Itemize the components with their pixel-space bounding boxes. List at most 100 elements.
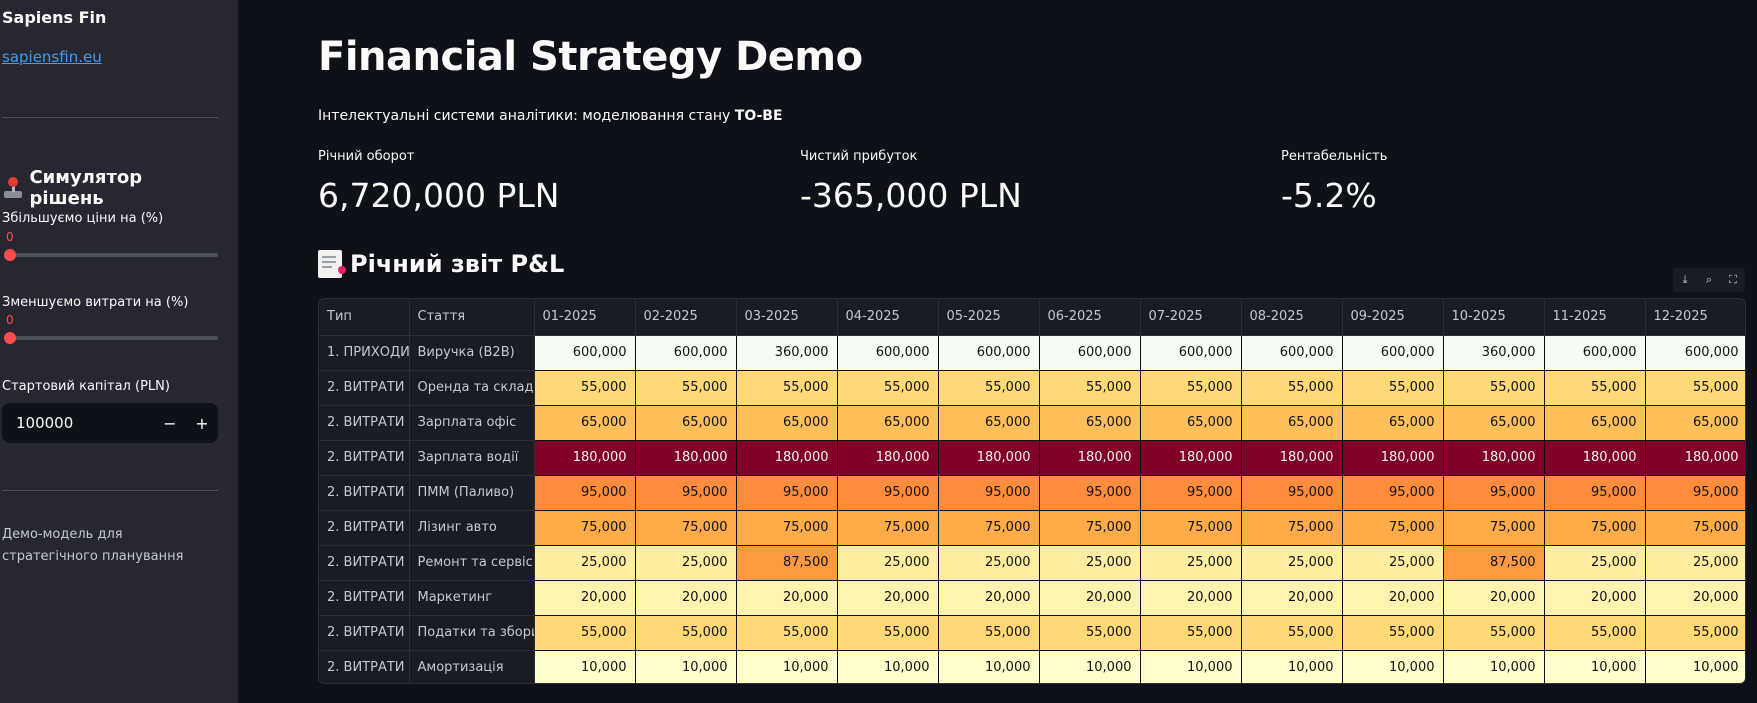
search-icon[interactable]: ⌕ [1705,273,1713,286]
increment-button[interactable]: + [195,413,209,433]
cell-value[interactable]: 360,000 [1443,335,1545,371]
cell-value[interactable]: 75,000 [1443,510,1545,546]
cell-value[interactable]: 75,000 [1241,510,1343,546]
cell-value[interactable]: 75,000 [1039,510,1141,546]
cell-value[interactable]: 55,000 [1140,370,1242,406]
cell-value[interactable]: 55,000 [1140,615,1242,651]
cell-value[interactable]: 600,000 [1645,335,1745,371]
cell-value[interactable]: 55,000 [1443,370,1545,406]
cell-value[interactable]: 10,000 [837,650,939,683]
cell-value[interactable]: 180,000 [938,440,1040,476]
cell-value[interactable]: 600,000 [1342,335,1444,371]
cell-value[interactable]: 10,000 [1544,650,1646,683]
cell-value[interactable]: 55,000 [1039,370,1141,406]
cell-value[interactable]: 65,000 [1342,405,1444,441]
cell-value[interactable]: 65,000 [837,405,939,441]
cell-value[interactable]: 95,000 [1443,475,1545,511]
cell-value[interactable]: 25,000 [1241,545,1343,581]
cell-value[interactable]: 20,000 [534,580,636,616]
cell-value[interactable]: 25,000 [1544,545,1646,581]
cell-value[interactable]: 20,000 [1241,580,1343,616]
cell-value[interactable]: 180,000 [534,440,636,476]
cell-item[interactable]: Маркетинг [409,580,535,616]
cell-value[interactable]: 10,000 [1140,650,1242,683]
cell-value[interactable]: 10,000 [1443,650,1545,683]
cell-value[interactable]: 75,000 [1645,510,1745,546]
cell-value[interactable]: 180,000 [837,440,939,476]
cell-value[interactable]: 20,000 [1342,580,1444,616]
cell-type[interactable]: 2. ВИТРАТИ [319,440,410,476]
cell-item[interactable]: Податки та збори [409,615,535,651]
capital-input-value[interactable]: 100000 [16,414,74,432]
cell-value[interactable]: 20,000 [837,580,939,616]
cell-value[interactable]: 75,000 [1342,510,1444,546]
cell-value[interactable]: 180,000 [1140,440,1242,476]
cost-slider-thumb[interactable] [4,332,16,344]
cell-value[interactable]: 65,000 [938,405,1040,441]
cell-value[interactable]: 65,000 [534,405,636,441]
cell-value[interactable]: 180,000 [1342,440,1444,476]
cell-item[interactable]: Амортизація [409,650,535,683]
cell-type[interactable]: 2. ВИТРАТИ [319,580,410,616]
cell-value[interactable]: 65,000 [1544,405,1646,441]
column-header[interactable]: 09-2025 [1342,299,1444,336]
cell-value[interactable]: 75,000 [837,510,939,546]
price-slider-track[interactable] [6,253,218,257]
cell-type[interactable]: 2. ВИТРАТИ [319,475,410,511]
cell-value[interactable]: 65,000 [635,405,737,441]
column-header[interactable]: 08-2025 [1241,299,1343,336]
decrement-button[interactable]: − [163,413,177,433]
cell-value[interactable]: 55,000 [736,615,838,651]
cell-value[interactable]: 95,000 [938,475,1040,511]
cell-value[interactable]: 95,000 [1140,475,1242,511]
cell-value[interactable]: 20,000 [1140,580,1242,616]
cell-value[interactable]: 25,000 [1140,545,1242,581]
cell-value[interactable]: 20,000 [736,580,838,616]
cell-value[interactable]: 180,000 [736,440,838,476]
cell-value[interactable]: 75,000 [534,510,636,546]
fullscreen-icon[interactable]: ⛶ [1729,273,1737,286]
cell-value[interactable]: 10,000 [534,650,636,683]
cell-value[interactable]: 95,000 [736,475,838,511]
cell-value[interactable]: 95,000 [1645,475,1745,511]
cell-value[interactable]: 10,000 [1645,650,1745,683]
cell-value[interactable]: 600,000 [938,335,1040,371]
cell-value[interactable]: 55,000 [1241,370,1343,406]
cell-value[interactable]: 65,000 [1140,405,1242,441]
column-header[interactable]: 02-2025 [635,299,737,336]
cell-type[interactable]: 2. ВИТРАТИ [319,545,410,581]
cell-value[interactable]: 600,000 [1039,335,1141,371]
price-slider-thumb[interactable] [4,249,16,261]
cell-item[interactable]: Оренда та склад [409,370,535,406]
cell-value[interactable]: 600,000 [1241,335,1343,371]
cell-type[interactable]: 2. ВИТРАТИ [319,405,410,441]
cell-item[interactable]: Ремонт та сервіс [409,545,535,581]
cell-value[interactable]: 95,000 [1039,475,1141,511]
cell-value[interactable]: 95,000 [1544,475,1646,511]
cell-value[interactable]: 75,000 [1544,510,1646,546]
cell-value[interactable]: 25,000 [938,545,1040,581]
cell-value[interactable]: 55,000 [938,370,1040,406]
cell-value[interactable]: 65,000 [1443,405,1545,441]
cell-value[interactable]: 55,000 [837,615,939,651]
cell-value[interactable]: 10,000 [1039,650,1141,683]
cell-value[interactable]: 55,000 [1342,370,1444,406]
download-icon[interactable]: ⤓ [1682,273,1688,286]
cell-item[interactable]: Виручка (B2B) [409,335,535,371]
column-header[interactable]: 01-2025 [534,299,636,336]
cell-value[interactable]: 25,000 [534,545,636,581]
cell-value[interactable]: 600,000 [1140,335,1242,371]
cell-value[interactable]: 600,000 [534,335,636,371]
cell-value[interactable]: 55,000 [1645,615,1745,651]
cell-value[interactable]: 65,000 [736,405,838,441]
cell-value[interactable]: 95,000 [635,475,737,511]
cell-value[interactable]: 20,000 [938,580,1040,616]
column-header[interactable]: 12-2025 [1645,299,1745,336]
cell-type[interactable]: 1. ПРИХОДИ [319,335,410,371]
cell-value[interactable]: 65,000 [1645,405,1745,441]
cell-value[interactable]: 75,000 [938,510,1040,546]
cell-value[interactable]: 55,000 [635,615,737,651]
cell-value[interactable]: 180,000 [1241,440,1343,476]
cell-value[interactable]: 75,000 [736,510,838,546]
cell-type[interactable]: 2. ВИТРАТИ [319,615,410,651]
